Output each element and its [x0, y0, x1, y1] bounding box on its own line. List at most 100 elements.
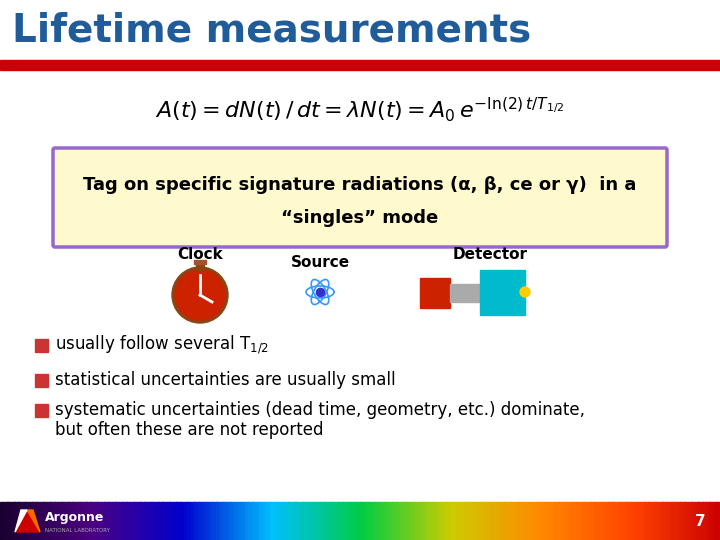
Bar	[47, 502, 51, 540]
Bar	[475, 502, 480, 540]
Bar	[389, 502, 393, 540]
Bar	[486, 502, 490, 540]
Bar	[317, 502, 321, 540]
Text: usually follow several T$_{1/2}$: usually follow several T$_{1/2}$	[55, 334, 269, 356]
Bar	[338, 502, 343, 540]
Bar	[367, 502, 372, 540]
Bar	[295, 502, 300, 540]
Bar	[515, 502, 519, 540]
Bar	[418, 502, 422, 540]
Bar	[652, 502, 656, 540]
Bar	[572, 502, 577, 540]
Text: 7: 7	[695, 514, 706, 529]
Bar	[302, 502, 307, 540]
Bar	[144, 502, 148, 540]
Bar	[50, 502, 55, 540]
Bar	[238, 502, 242, 540]
Bar	[0, 70, 720, 150]
Bar	[410, 502, 415, 540]
Bar	[374, 502, 379, 540]
Bar	[580, 502, 584, 540]
Bar	[22, 502, 26, 540]
Bar	[569, 502, 573, 540]
Bar	[61, 502, 66, 540]
Bar	[35, 339, 48, 352]
Bar	[176, 502, 181, 540]
Bar	[194, 260, 206, 264]
Bar	[378, 502, 382, 540]
Bar	[72, 502, 76, 540]
Bar	[634, 502, 638, 540]
Bar	[428, 502, 433, 540]
Bar	[364, 502, 368, 540]
FancyBboxPatch shape	[53, 148, 667, 247]
Bar	[436, 502, 440, 540]
Bar	[403, 502, 408, 540]
Polygon shape	[15, 510, 40, 532]
Bar	[292, 502, 296, 540]
Bar	[605, 502, 609, 540]
Circle shape	[520, 287, 530, 297]
Bar	[454, 502, 458, 540]
Circle shape	[175, 270, 225, 320]
Bar	[688, 502, 692, 540]
Bar	[112, 502, 116, 540]
Bar	[11, 502, 15, 540]
Bar	[202, 502, 206, 540]
Bar	[281, 502, 285, 540]
Bar	[407, 502, 411, 540]
Bar	[68, 502, 73, 540]
Bar	[420, 278, 450, 308]
Bar	[446, 502, 451, 540]
Bar	[284, 502, 289, 540]
Bar	[259, 502, 264, 540]
Bar	[353, 502, 357, 540]
Bar	[558, 502, 562, 540]
Bar	[155, 502, 159, 540]
Text: Detector: Detector	[452, 247, 528, 262]
Bar	[198, 502, 202, 540]
Bar	[608, 502, 613, 540]
Text: Tag on specific signature radiations (α, β, ce or γ)  in a: Tag on specific signature radiations (α,…	[84, 176, 636, 194]
Bar	[306, 502, 310, 540]
Bar	[270, 502, 274, 540]
Bar	[148, 502, 152, 540]
Text: statistical uncertainties are usually small: statistical uncertainties are usually sm…	[55, 371, 395, 389]
Bar	[551, 502, 555, 540]
Bar	[540, 502, 544, 540]
Bar	[108, 502, 112, 540]
Bar	[331, 502, 336, 540]
Bar	[526, 502, 530, 540]
Bar	[670, 502, 674, 540]
Bar	[212, 502, 217, 540]
Bar	[7, 502, 12, 540]
Bar	[162, 502, 166, 540]
Bar	[122, 502, 127, 540]
Bar	[14, 502, 19, 540]
Circle shape	[172, 267, 228, 323]
Bar	[594, 502, 598, 540]
Bar	[544, 502, 548, 540]
Bar	[493, 502, 498, 540]
Bar	[126, 502, 130, 540]
Bar	[230, 502, 235, 540]
Bar	[79, 502, 84, 540]
Bar	[335, 502, 339, 540]
Bar	[547, 502, 552, 540]
Bar	[196, 264, 204, 270]
Bar	[562, 502, 566, 540]
Bar	[83, 502, 87, 540]
Bar	[655, 502, 660, 540]
Bar	[133, 502, 138, 540]
Bar	[76, 502, 80, 540]
Text: Source: Source	[290, 255, 350, 270]
Bar	[245, 502, 249, 540]
Bar	[220, 502, 224, 540]
Bar	[522, 502, 526, 540]
Bar	[151, 502, 156, 540]
Bar	[468, 502, 472, 540]
Bar	[396, 502, 400, 540]
Bar	[450, 284, 480, 302]
Bar	[392, 502, 397, 540]
Bar	[565, 502, 570, 540]
